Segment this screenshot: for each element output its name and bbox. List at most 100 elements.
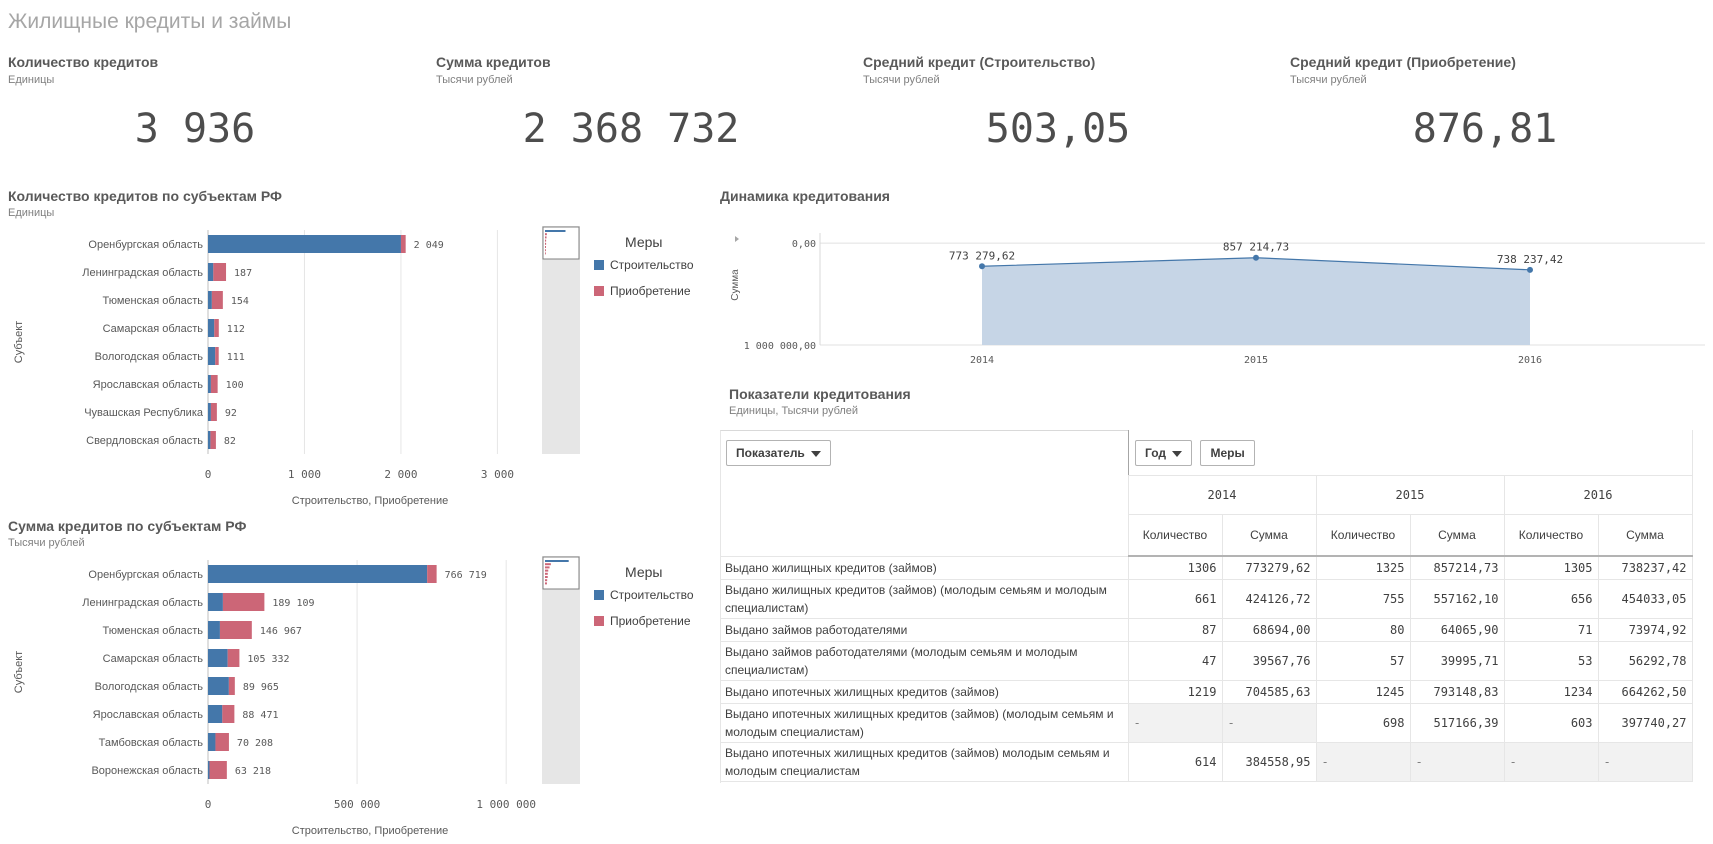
bar-purchase[interactable]: [209, 761, 227, 779]
bar-construction[interactable]: [208, 375, 211, 393]
category-label: Оренбургская область: [88, 239, 203, 251]
scroll-panel[interactable]: [542, 226, 580, 454]
bar-construction[interactable]: [208, 431, 211, 449]
table-row[interactable]: Выдано ипотечных жилищных кредитов (займ…: [720, 702, 1693, 743]
table-cell: 47: [1127, 640, 1223, 681]
legend-swatch[interactable]: [594, 590, 604, 600]
category-label: Ярославская область: [93, 379, 204, 391]
area-fill[interactable]: [982, 257, 1530, 345]
bar-purchase[interactable]: [228, 677, 235, 695]
measure-header[interactable]: Сумма: [1597, 514, 1693, 557]
page-title: Жилищные кредиты и займы: [8, 10, 292, 33]
bar-construction[interactable]: [208, 291, 212, 309]
bar-purchase[interactable]: [215, 733, 229, 751]
data-label: 70 208: [237, 738, 273, 749]
table-row[interactable]: Выдано займов работодателями (молодым се…: [720, 640, 1693, 681]
legend-label[interactable]: Приобретение: [610, 284, 691, 298]
data-point[interactable]: [979, 263, 985, 270]
x-tick-label: 500 000: [334, 798, 380, 811]
bar-construction[interactable]: [208, 649, 228, 667]
bar-purchase[interactable]: [227, 649, 240, 667]
minimap-bar: [545, 233, 547, 236]
row-dimension-label: Показатель: [736, 446, 805, 460]
chevron-down-icon: [810, 450, 821, 457]
bar-construction[interactable]: [208, 347, 216, 365]
bar-purchase[interactable]: [400, 235, 406, 253]
bar-construction[interactable]: [208, 705, 223, 723]
legend-swatch[interactable]: [594, 616, 604, 626]
dynamics-chart[interactable]: 1 000 000,00 0,00 773 279,62 2014 857 214,73…: [720, 225, 1710, 375]
measure-header[interactable]: Сумма: [1221, 514, 1317, 557]
table-row[interactable]: Выдано ипотечных жилищных кредитов (займ…: [720, 741, 1693, 782]
bar-construction[interactable]: [208, 263, 214, 281]
bar-construction[interactable]: [208, 761, 210, 779]
bar-purchase[interactable]: [222, 705, 235, 723]
bar-construction[interactable]: [208, 319, 215, 337]
bar-construction[interactable]: [208, 593, 223, 611]
table-cell: 603: [1503, 702, 1599, 743]
table-cell: 1305: [1503, 555, 1599, 580]
sum-chart-subtitle: Тысячи рублей: [8, 537, 85, 549]
table-row[interactable]: Выдано жилищных кредитов (займов) (молод…: [720, 578, 1693, 619]
year-header[interactable]: 2014: [1127, 475, 1317, 515]
table-cell: 1306: [1127, 555, 1223, 580]
legend-swatch[interactable]: [594, 260, 604, 270]
bar-purchase[interactable]: [427, 565, 437, 583]
header-spacer: [720, 515, 1128, 557]
minimap-bar: [545, 252, 546, 255]
bar-construction[interactable]: [208, 235, 401, 253]
kpi-avg-construction[interactable]: Средний кредит (Строительство) Тысячи ру…: [863, 54, 1253, 166]
legend-label[interactable]: Строительство: [610, 258, 694, 272]
axis-collapse-icon[interactable]: [735, 236, 739, 242]
measure-header[interactable]: Количество: [1127, 514, 1223, 557]
year-header[interactable]: 2015: [1315, 475, 1505, 515]
category-label: Самарская область: [103, 323, 204, 335]
legend-swatch[interactable]: [594, 286, 604, 296]
kpi-title: Сумма кредитов: [436, 54, 551, 70]
category-label: Воронежская область: [91, 765, 203, 777]
bar-construction[interactable]: [208, 733, 216, 751]
bar-construction[interactable]: [208, 621, 220, 639]
kpi-subtitle: Единицы: [8, 74, 55, 86]
bar-construction[interactable]: [208, 565, 428, 583]
bar-purchase[interactable]: [210, 403, 217, 421]
bar-construction[interactable]: [208, 403, 211, 421]
header-spacer: [720, 430, 1128, 476]
count-chart[interactable]: 0 1 000 2 000 3 000 Оренбургская область 2 04…: [0, 222, 710, 512]
kpi-title: Средний кредит (Строительство): [863, 54, 1096, 70]
table-row[interactable]: Выдано ипотечных жилищных кредитов (займ…: [720, 679, 1693, 704]
scroll-thumb[interactable]: [542, 226, 580, 260]
bar-purchase[interactable]: [211, 291, 223, 309]
table-row[interactable]: Выдано займов работодателями 87 68694,00 80…: [720, 617, 1693, 642]
category-label: Оренбургская область: [88, 569, 203, 581]
measure-header[interactable]: Сумма: [1409, 514, 1505, 557]
scroll-panel[interactable]: [542, 556, 580, 784]
measure-header[interactable]: Количество: [1315, 514, 1411, 557]
sum-chart[interactable]: 0 500 000 1 000 000 Оренбургская область 766…: [0, 552, 710, 840]
bar-purchase[interactable]: [215, 347, 219, 365]
kpi-subtitle: Тысячи рублей: [863, 74, 940, 86]
pivot-table: 2014 2015 2016 Количество Сумма Количество Сум…: [720, 430, 1693, 782]
table-row[interactable]: Выдано жилищных кредитов (займов) 1306 773…: [720, 555, 1693, 580]
category-label: Ленинградская область: [82, 597, 203, 609]
bar-purchase[interactable]: [214, 319, 219, 337]
category-label: Ленинградская область: [82, 267, 203, 279]
kpi-loan-sum[interactable]: Сумма кредитов Тысячи рублей 2 368 732: [436, 54, 826, 166]
legend-label[interactable]: Строительство: [610, 588, 694, 602]
row-dimension-button[interactable]: Показатель: [726, 440, 831, 466]
kpi-loan-count[interactable]: Количество кредитов Единицы 3 936: [8, 54, 398, 166]
measure-header[interactable]: Количество: [1503, 514, 1599, 557]
year-header[interactable]: 2016: [1503, 475, 1693, 515]
bar-purchase[interactable]: [222, 593, 265, 611]
legend-label[interactable]: Приобретение: [610, 614, 691, 628]
kpi-title: Средний кредит (Приобретение): [1290, 54, 1516, 70]
data-point[interactable]: [1253, 254, 1259, 261]
scroll-thumb[interactable]: [542, 556, 580, 590]
data-point[interactable]: [1527, 266, 1533, 273]
bar-purchase[interactable]: [210, 431, 216, 449]
bar-purchase[interactable]: [219, 621, 252, 639]
kpi-avg-purchase[interactable]: Средний кредит (Приобретение) Тысячи руб…: [1290, 54, 1680, 166]
bar-purchase[interactable]: [210, 375, 218, 393]
bar-purchase[interactable]: [213, 263, 227, 281]
bar-construction[interactable]: [208, 677, 229, 695]
